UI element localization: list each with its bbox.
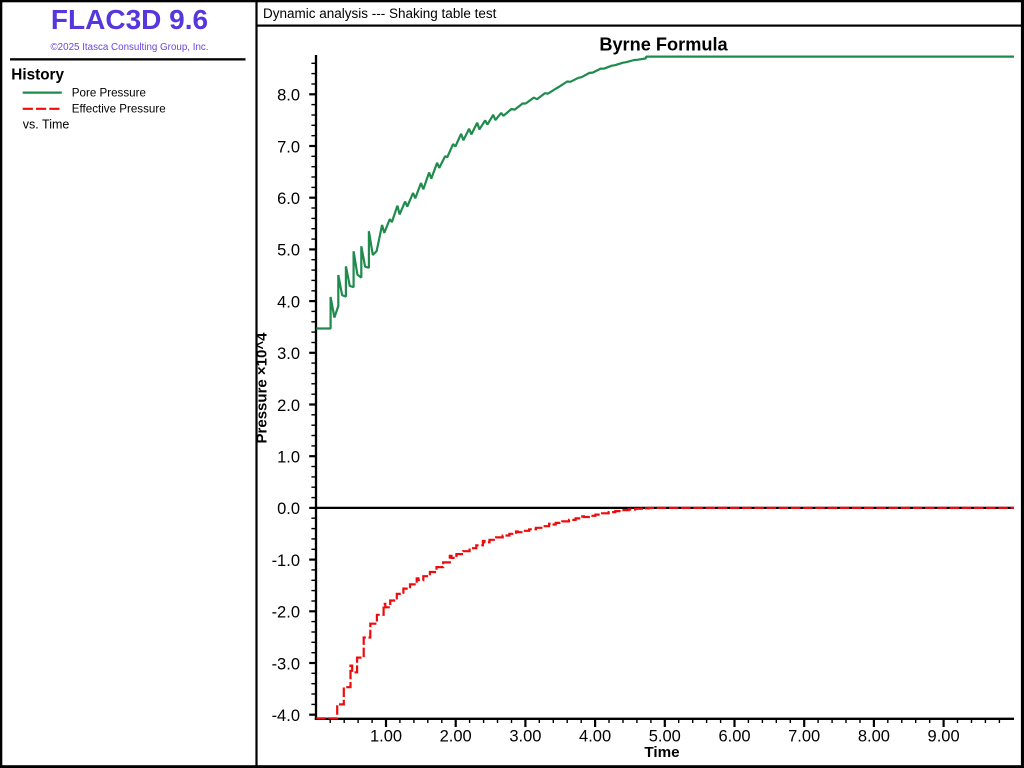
svg-text:5.0: 5.0 [277, 242, 300, 260]
svg-text:Time: Time [644, 744, 679, 761]
svg-text:7.0: 7.0 [277, 138, 300, 156]
svg-text:8.00: 8.00 [858, 728, 890, 746]
svg-text:-3.0: -3.0 [272, 655, 300, 673]
svg-text:8.0: 8.0 [277, 87, 300, 105]
svg-text:-2.0: -2.0 [272, 604, 300, 622]
svg-text:1.00: 1.00 [370, 728, 402, 746]
svg-text:Dynamic analysis --- Shaking t: Dynamic analysis --- Shaking table test [263, 6, 497, 21]
svg-text:FLAC3D 9.6: FLAC3D 9.6 [51, 4, 208, 35]
svg-text:vs. Time: vs. Time [23, 118, 70, 132]
svg-text:2.00: 2.00 [440, 728, 472, 746]
svg-text:Pressure ×10^4: Pressure ×10^4 [254, 332, 271, 444]
svg-text:Pore Pressure: Pore Pressure [72, 87, 146, 100]
svg-text:2.0: 2.0 [277, 397, 300, 415]
svg-text:0.0: 0.0 [277, 500, 300, 518]
svg-text:©2025 Itasca Consulting Group,: ©2025 Itasca Consulting Group, Inc. [50, 42, 208, 53]
svg-text:7.00: 7.00 [788, 728, 820, 746]
svg-text:6.0: 6.0 [277, 190, 300, 208]
svg-text:-1.0: -1.0 [272, 552, 300, 570]
svg-text:3.0: 3.0 [277, 345, 300, 363]
svg-text:History: History [11, 67, 64, 84]
svg-text:3.00: 3.00 [509, 728, 541, 746]
svg-text:6.00: 6.00 [718, 728, 750, 746]
svg-text:9.00: 9.00 [928, 728, 960, 746]
svg-text:1.0: 1.0 [277, 449, 300, 467]
svg-text:Byrne Formula: Byrne Formula [599, 34, 728, 54]
svg-text:5.00: 5.00 [649, 728, 681, 746]
svg-text:4.0: 4.0 [277, 293, 300, 311]
svg-text:-4.0: -4.0 [272, 707, 300, 725]
svg-text:Effective Pressure: Effective Pressure [72, 103, 166, 116]
svg-text:4.00: 4.00 [579, 728, 611, 746]
